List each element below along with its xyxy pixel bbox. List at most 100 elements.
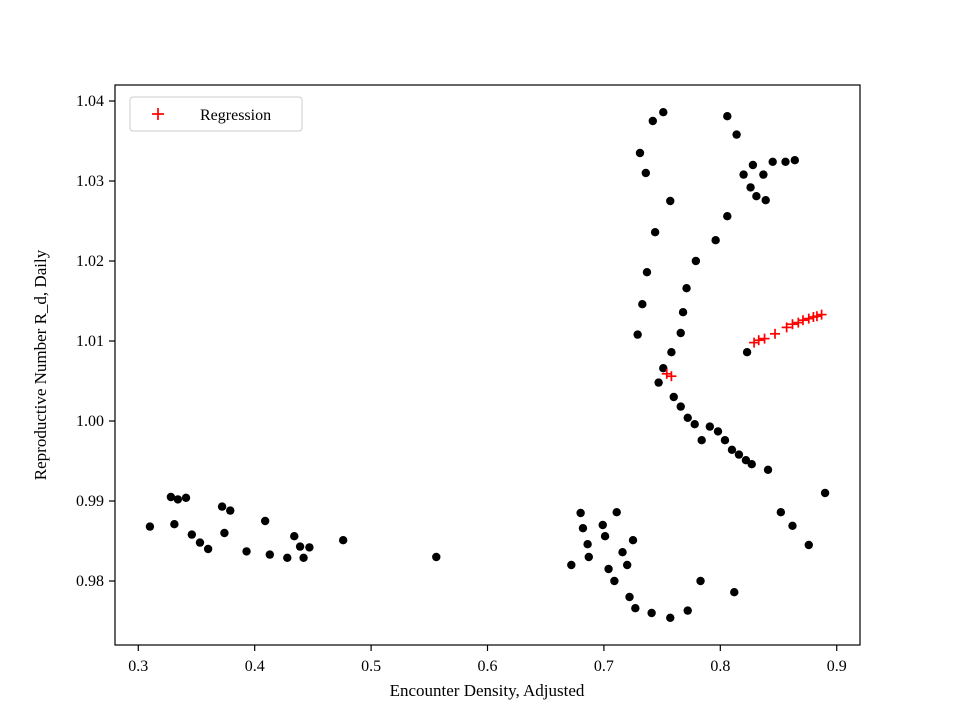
y-tick-label: 1.01 xyxy=(76,333,104,350)
data-point xyxy=(730,588,739,597)
data-point xyxy=(781,157,790,166)
data-point xyxy=(283,553,292,562)
data-point xyxy=(628,536,638,545)
data-point xyxy=(752,192,761,201)
data-point xyxy=(676,328,685,338)
data-point xyxy=(742,348,752,357)
data-point xyxy=(690,420,699,429)
data-point xyxy=(618,548,627,557)
data-point xyxy=(242,547,251,556)
data-point xyxy=(290,532,299,541)
data-point xyxy=(776,508,786,517)
data-point xyxy=(697,436,706,445)
data-point xyxy=(305,543,314,552)
x-tick-label: 0.8 xyxy=(710,658,730,675)
data-point xyxy=(638,300,647,309)
data-point xyxy=(669,392,678,402)
data-point xyxy=(265,550,275,559)
data-point xyxy=(338,536,348,545)
legend: Regression xyxy=(129,96,303,132)
data-point xyxy=(641,168,651,178)
x-tick-label: 0.4 xyxy=(245,658,265,675)
y-tick-label: 1.04 xyxy=(76,93,104,110)
data-point xyxy=(747,460,756,469)
data-point xyxy=(598,520,607,530)
x-tick-label: 0.6 xyxy=(478,658,498,675)
data-point xyxy=(583,540,592,549)
data-point xyxy=(145,522,155,531)
scatter-points-layer xyxy=(145,108,830,622)
data-point xyxy=(768,157,777,166)
x-tick-label: 0.9 xyxy=(827,658,847,675)
data-point xyxy=(659,108,668,117)
data-point xyxy=(746,183,755,192)
y-axis-label: Reproductive Number R_d, Daily xyxy=(31,249,50,480)
data-point xyxy=(625,592,634,602)
data-point xyxy=(696,576,705,586)
y-tick-label: 1.00 xyxy=(76,413,104,430)
data-point xyxy=(635,148,645,158)
data-point xyxy=(723,112,732,121)
data-point xyxy=(666,613,675,622)
data-point xyxy=(187,530,197,539)
data-point xyxy=(299,553,308,562)
data-point xyxy=(650,228,660,237)
data-point xyxy=(576,508,585,518)
data-point xyxy=(166,492,176,502)
y-tick-label: 0.99 xyxy=(76,493,104,510)
data-point xyxy=(691,256,701,266)
data-point xyxy=(203,544,213,554)
data-point xyxy=(260,516,270,526)
data-point xyxy=(667,348,676,357)
x-tick-label: 0.5 xyxy=(361,658,381,675)
data-point xyxy=(654,378,663,387)
data-point xyxy=(763,465,773,474)
data-point xyxy=(622,560,632,570)
data-point xyxy=(584,552,593,562)
data-point xyxy=(647,608,656,618)
data-point xyxy=(678,308,688,317)
data-point xyxy=(642,268,652,277)
x-tick-label: 0.3 xyxy=(128,658,148,675)
data-point xyxy=(432,552,441,562)
data-point xyxy=(631,604,640,613)
data-point xyxy=(820,488,830,498)
data-point xyxy=(711,236,720,245)
data-point xyxy=(610,576,619,586)
data-point xyxy=(567,560,576,570)
y-tick-label: 1.03 xyxy=(76,173,104,190)
ticks-layer: 0.3 0.4 0.5 0.6 0.7 0.8 0.9 0.98 0.99 1.00 1.01 1.0… xyxy=(76,93,847,675)
data-point xyxy=(727,445,737,454)
data-point xyxy=(578,524,588,533)
regression-plus-icon xyxy=(152,108,164,120)
data-point xyxy=(220,528,229,538)
data-point xyxy=(659,364,668,373)
data-point xyxy=(683,413,692,422)
y-tick-label: 1.02 xyxy=(76,253,104,270)
data-point xyxy=(748,160,758,170)
data-point xyxy=(734,450,744,459)
data-point xyxy=(705,422,715,431)
data-point xyxy=(181,493,191,502)
data-point xyxy=(804,540,813,550)
data-point xyxy=(713,427,723,436)
data-point xyxy=(633,330,642,339)
x-axis-label: Encounter Density, Adjusted xyxy=(390,681,585,700)
y-tick-label: 0.98 xyxy=(76,573,104,590)
data-point xyxy=(217,502,227,511)
data-point xyxy=(759,170,768,179)
x-tick-label: 0.7 xyxy=(594,658,614,675)
data-point xyxy=(226,506,235,515)
data-point xyxy=(682,284,691,293)
data-point xyxy=(612,508,621,517)
data-point xyxy=(720,436,730,445)
data-point xyxy=(788,521,797,530)
data-point xyxy=(173,495,183,504)
data-point xyxy=(295,542,305,551)
data-point xyxy=(732,130,741,139)
data-point xyxy=(676,402,685,411)
data-point xyxy=(170,520,179,529)
data-point xyxy=(723,212,732,221)
